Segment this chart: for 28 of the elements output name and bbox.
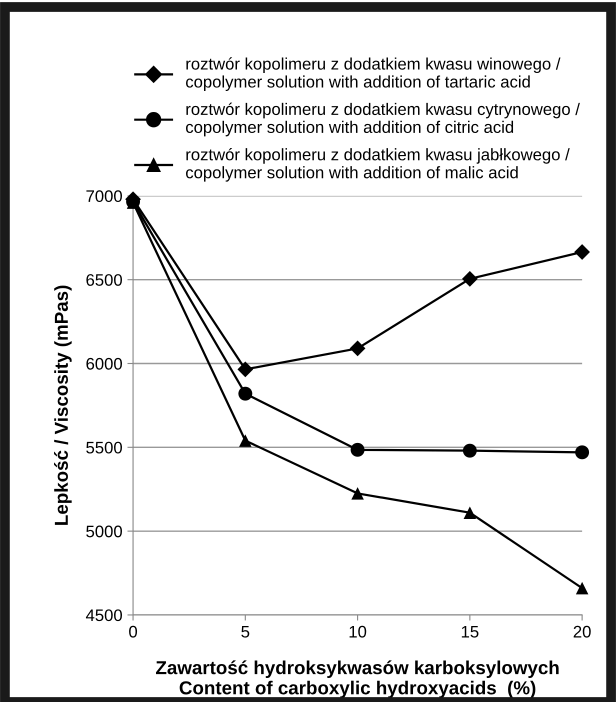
x-tick-label: 15	[462, 626, 478, 638]
point	[464, 506, 476, 519]
x-tick-label: 20	[574, 626, 591, 638]
y-tick-label: 6000	[86, 358, 122, 370]
point	[462, 270, 478, 287]
point	[238, 386, 252, 401]
point	[350, 340, 366, 356]
y-tick-label: 5500	[86, 442, 122, 454]
y-tick-label: 4500	[86, 609, 122, 622]
y-axis-title: Lepkość / Viscosity (mPas)	[54, 286, 72, 525]
x-tick-label: 0	[129, 626, 138, 638]
legend-label: roztwór kopolimeru z dodatkiem kwasu jabłkowego / copolymer solution with addition of malic acid	[186, 148, 570, 182]
point	[350, 442, 365, 457]
x-tick-label: 10	[350, 626, 366, 638]
legend-label: roztwór kopolimeru z dodatkiem kwasu cytrynowego / copolymer solution with addition of citric acid	[186, 102, 580, 136]
y-tick-label: 5000	[86, 526, 122, 538]
point	[237, 362, 254, 378]
y-tick-label: 6500	[86, 274, 122, 286]
point	[576, 582, 588, 594]
point	[462, 444, 477, 458]
y-tick-label: 7000	[86, 190, 122, 202]
point	[574, 244, 590, 260]
point	[351, 487, 364, 500]
x-axis-title: Zawartość hydroksykwasów karboksylowych Content of carboxylic hydroxyacids (%)	[156, 660, 559, 698]
point	[575, 445, 590, 460]
legend-label: roztwór kopolimeru z dodatkiem kwasu winowego / copolymer solution with addition of tartaric acid	[186, 57, 560, 91]
x-tick-label: 5	[241, 626, 250, 638]
point	[239, 434, 252, 447]
